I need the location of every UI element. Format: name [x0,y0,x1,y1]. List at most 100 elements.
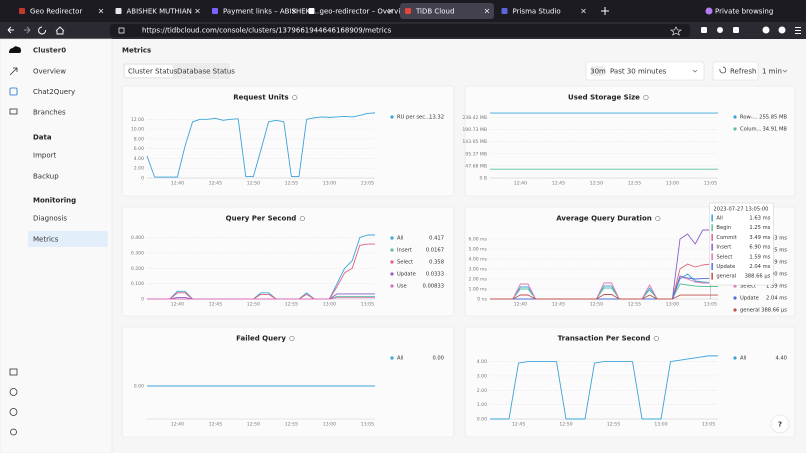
lock-icon [118,27,125,34]
nav-icon [9,67,18,76]
tooltip-value: 6.90 ms [749,245,770,251]
legend-name[interactable]: Select [397,260,413,266]
tab-title[interactable]: TiDB Cloud [415,8,454,16]
tab-close[interactable] [388,8,393,14]
range-label[interactable]: Past 30 minutes [610,68,667,76]
tab-title[interactable]: ABISHEK MUTHIAN [127,8,192,16]
legend-value: 0.0167 [426,248,444,254]
new-tab-button[interactable] [601,7,609,15]
tab-favicon [19,8,25,14]
page-title: Metrics [122,47,151,55]
bookmark-star[interactable] [670,26,682,36]
back-button[interactable] [7,26,14,34]
series-line [147,234,375,300]
tooltip-value: 2.04 ms [749,264,770,270]
x-tick-label: 12:50 [247,422,260,428]
legend-name[interactable]: general [740,308,760,314]
legend-name[interactable]: Row-... [740,115,758,121]
y-tick-label: 238.42 MB [462,115,487,121]
y-tick-label: 10.00 [131,127,144,133]
refresh-label[interactable]: Refresh [730,68,756,76]
toolbar-icon[interactable] [701,27,707,33]
legend-swatch [733,127,737,131]
toolbar-icon[interactable] [778,26,786,34]
toolbar-icon[interactable] [733,27,739,33]
home-button[interactable] [55,26,65,35]
nav-icon [9,87,18,96]
info-icon[interactable] [292,94,298,101]
legend-name[interactable]: Colum... [740,127,762,133]
legend-name[interactable]: All [397,236,403,242]
forward-button[interactable] [24,26,31,34]
chart-panel [464,85,796,197]
legend-name[interactable]: All [397,356,403,362]
chart-title: Average Query Duration [556,215,652,223]
tooltip-name: general [716,274,736,280]
info-icon[interactable] [655,215,661,222]
private-label: Private browsing [715,8,773,16]
status-tab[interactable]: Cluster Status [128,68,178,76]
toolbar-icon[interactable] [717,27,723,33]
y-tick-label: 0 ns [477,297,487,303]
tooltip-swatch [711,243,713,251]
info-icon[interactable] [299,215,305,222]
tab-title[interactable]: geo-redirector – Overview [320,8,411,16]
nav-item[interactable]: Branches [33,109,66,117]
legend-value: 3.49 ms [766,260,787,266]
x-tick-label: 12:45 [209,302,222,308]
info-icon[interactable] [643,94,649,101]
chevron [782,69,788,73]
nav-item[interactable]: Chat2Query [33,88,75,96]
legend-name[interactable]: Use [397,284,407,290]
footer-icon[interactable] [9,408,18,416]
legend-name[interactable]: Update [740,296,759,302]
toolbar-icon[interactable] [762,26,770,34]
tooltip-swatch [711,272,713,280]
help-label[interactable]: ? [778,421,782,429]
tooltip-name: Update [716,264,735,270]
legend-name[interactable]: All [740,356,746,362]
tab-close[interactable] [291,8,297,14]
legend-value: 1.59 ms [766,284,787,290]
y-tick-label: 3.00 ms [468,267,487,273]
tooltip-swatch [711,214,713,222]
nav-item[interactable]: Backup [33,173,59,181]
legend-name[interactable]: Insert [397,248,412,254]
menu-icon[interactable] [795,30,801,31]
footer-icon[interactable] [10,428,17,436]
interval-label[interactable]: 1 min [762,68,782,76]
status-tab[interactable]: Database Status [177,68,235,76]
url-field[interactable] [110,24,690,37]
nav-item[interactable]: Overview [33,68,66,76]
x-tick-label: 12:55 [607,422,620,428]
nav-item[interactable]: Diagnosis [33,215,67,223]
nav-item[interactable]: Import [33,152,56,160]
tooltip-swatch [711,263,713,270]
nav-item[interactable]: Metrics [33,236,59,244]
refresh-button[interactable] [712,61,759,81]
footer-icon[interactable] [9,388,18,396]
legend-name[interactable]: Update [397,272,416,278]
legend-swatch [390,356,394,360]
tab-close[interactable] [98,8,104,14]
menu-icon[interactable] [795,27,801,28]
reload-button[interactable] [38,26,47,35]
legend-name[interactable]: RU per sec... [397,115,430,121]
tab-title[interactable]: Geo Redirector [30,8,82,16]
tab-close[interactable] [195,8,200,14]
info-icon[interactable] [653,335,659,342]
url-text[interactable]: https://tidbcloud.com/console/clusters/1… [142,27,392,35]
cluster-name[interactable]: Cluster0 [33,47,66,55]
menu-icon[interactable] [795,33,801,34]
tab-title[interactable]: Payment links – ABISHEK ... [223,8,319,16]
footer-icon[interactable] [9,368,18,376]
y-tick-label: 0 [141,297,144,303]
legend-name[interactable]: Select [740,284,756,290]
legend-value: 1.25 ms [766,248,787,254]
tab-title[interactable]: Prisma Studio [513,8,561,16]
help-button[interactable] [770,414,790,434]
info-icon[interactable] [289,335,295,342]
tab-close[interactable] [484,8,490,14]
tab-close[interactable] [581,8,586,14]
range-select[interactable] [585,61,705,81]
